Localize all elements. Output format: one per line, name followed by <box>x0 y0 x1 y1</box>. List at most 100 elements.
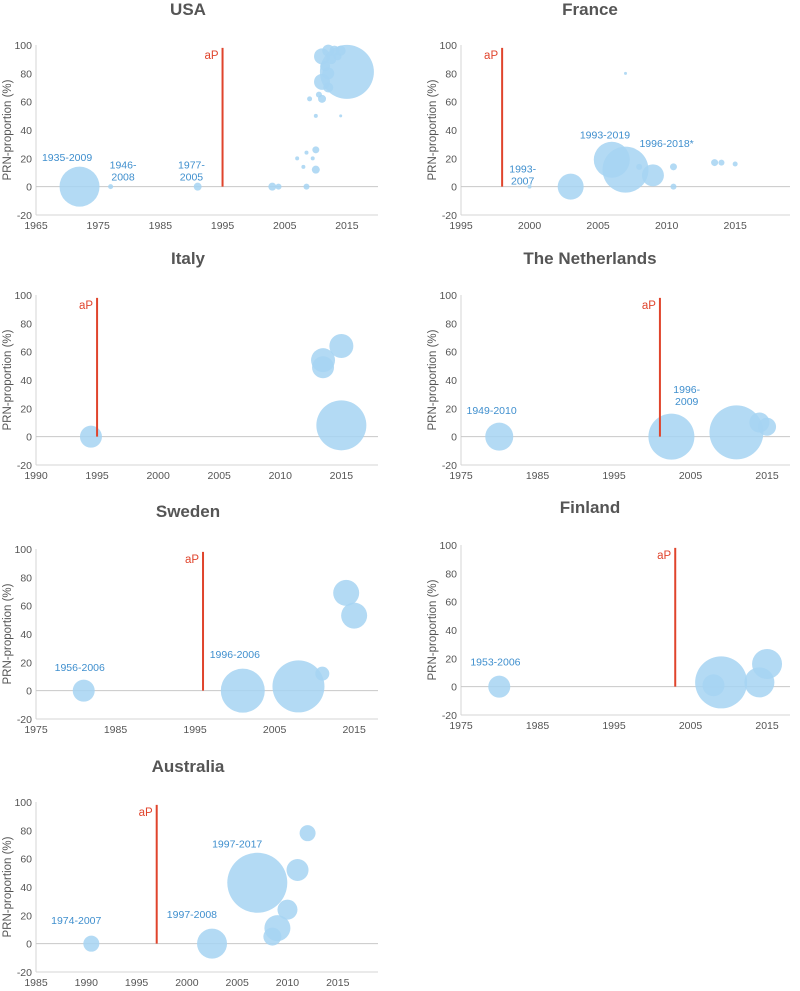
y-tick-label: 100 <box>439 290 457 302</box>
y-tick-label: 20 <box>20 403 32 415</box>
y-tick-label: 20 <box>445 153 457 165</box>
y-tick-label: 80 <box>20 825 32 837</box>
bubble <box>339 114 343 118</box>
y-tick-label: 0 <box>451 182 457 194</box>
period-annotation-line: 1997-2008 <box>167 909 217 921</box>
period-annotation-line: 1996- <box>673 384 700 396</box>
y-tick-label: -20 <box>442 710 457 722</box>
x-tick-label: 2005 <box>273 220 297 232</box>
x-tick-label: 2005 <box>586 220 610 232</box>
bubble <box>641 164 664 187</box>
y-axis-label: PRN-proportion (%) <box>2 79 14 180</box>
y-tick-label: 40 <box>20 375 32 387</box>
period-annotation-line: 2008 <box>111 171 135 183</box>
bubble <box>669 163 677 171</box>
bubble <box>83 935 100 952</box>
x-tick-label: 2005 <box>208 470 232 482</box>
bubble <box>304 150 309 155</box>
bubble <box>272 660 325 713</box>
y-tick-label: 0 <box>26 432 32 444</box>
y-tick-label: 40 <box>20 629 32 641</box>
y-tick-label: 60 <box>20 347 32 359</box>
bubble <box>299 825 316 842</box>
y-tick-label: 60 <box>445 97 457 109</box>
y-tick-label: -20 <box>17 714 32 726</box>
bubble <box>624 71 627 75</box>
x-tick-label: 1985 <box>24 977 48 989</box>
period-annotation-line: 1935-2009 <box>42 152 92 164</box>
panel-france: France PRN-proportion (%) -20 0 20 40 60 80 100 1… <box>427 0 790 232</box>
period-annotation-line: 2005 <box>180 171 204 183</box>
x-tick-label: 2005 <box>225 977 249 989</box>
bubble <box>79 425 102 448</box>
period-annotation-line: 1993- <box>509 164 536 176</box>
y-tick-label: 60 <box>20 97 32 109</box>
x-tick-label: 1985 <box>526 470 550 482</box>
x-tick-label: 1965 <box>24 220 48 232</box>
bubble <box>557 173 584 200</box>
y-tick-label: 80 <box>445 318 457 330</box>
y-tick-label: 100 <box>439 540 457 552</box>
bubble <box>602 146 649 193</box>
period-annotation: 1949-2010 <box>466 405 516 417</box>
y-tick-label: 80 <box>20 68 32 80</box>
y-tick-label: 0 <box>451 432 457 444</box>
y-tick-label: 60 <box>445 347 457 359</box>
x-tick-label: 2015 <box>342 724 366 736</box>
y-tick-label: 100 <box>14 290 32 302</box>
bubble <box>268 182 277 191</box>
bubble <box>286 859 309 881</box>
bubble <box>711 159 719 167</box>
panel-title: Italy <box>171 249 206 268</box>
panel-title: France <box>562 0 618 19</box>
period-annotation: 1997-2008 <box>167 909 217 921</box>
period-annotation: 1996-2018* <box>639 138 693 150</box>
bubble <box>732 161 738 167</box>
period-annotation-line: 1946- <box>110 159 137 171</box>
x-tick-label: 1995 <box>449 220 473 232</box>
x-tick-label: 2015 <box>755 720 779 732</box>
bubble <box>312 356 335 379</box>
x-tick-label: 2005 <box>263 724 287 736</box>
y-tick-label: 40 <box>20 125 32 137</box>
bubble <box>59 166 100 207</box>
y-axis-label: PRN-proportion (%) <box>427 79 439 180</box>
bubble <box>315 666 330 681</box>
x-tick-label: 1995 <box>125 977 149 989</box>
panel-sweden: Sweden PRN-proportion (%) -20 0 20 40 60 80 100 1… <box>2 502 378 736</box>
x-tick-label: 2015 <box>326 977 350 989</box>
ap-label: aP <box>204 50 218 62</box>
x-tick-label: 1985 <box>104 724 128 736</box>
x-tick-label: 1995 <box>183 724 207 736</box>
bubble <box>316 400 367 451</box>
x-tick-label: 2010 <box>276 977 300 989</box>
period-annotation: 1946-2008 <box>110 159 137 183</box>
x-tick-label: 1995 <box>602 720 626 732</box>
y-tick-label: 100 <box>14 40 32 52</box>
bubble <box>636 163 643 170</box>
bubble <box>670 183 677 190</box>
bubble <box>301 164 306 169</box>
x-tick-label: 1995 <box>211 220 235 232</box>
x-tick-label: 1975 <box>449 720 473 732</box>
y-tick-label: 60 <box>445 597 457 609</box>
bubble <box>311 165 320 174</box>
period-annotation-line: 1956-2006 <box>55 662 105 674</box>
y-tick-label: 0 <box>451 682 457 694</box>
bubble <box>277 899 298 920</box>
period-annotation-line: 1993-2019 <box>580 130 630 142</box>
x-tick-label: 2015 <box>335 220 359 232</box>
y-tick-label: -20 <box>17 460 32 472</box>
y-axis-label: PRN-proportion (%) <box>427 579 439 680</box>
panel-italy: Italy PRN-proportion (%) -20 0 20 40 60 80 100 19… <box>2 249 378 482</box>
x-tick-label: 2000 <box>518 220 542 232</box>
period-annotation-line: 1953-2006 <box>470 656 520 668</box>
bubble <box>527 184 532 189</box>
y-tick-label: 80 <box>445 68 457 80</box>
period-annotation: 1993-2007 <box>509 164 536 188</box>
y-tick-label: 0 <box>26 182 32 194</box>
period-annotation: 1977-2005 <box>178 159 205 183</box>
panel-usa: USA PRN-proportion (%) -20 0 20 40 60 80 100 1965… <box>2 0 378 232</box>
y-tick-label: 80 <box>20 318 32 330</box>
